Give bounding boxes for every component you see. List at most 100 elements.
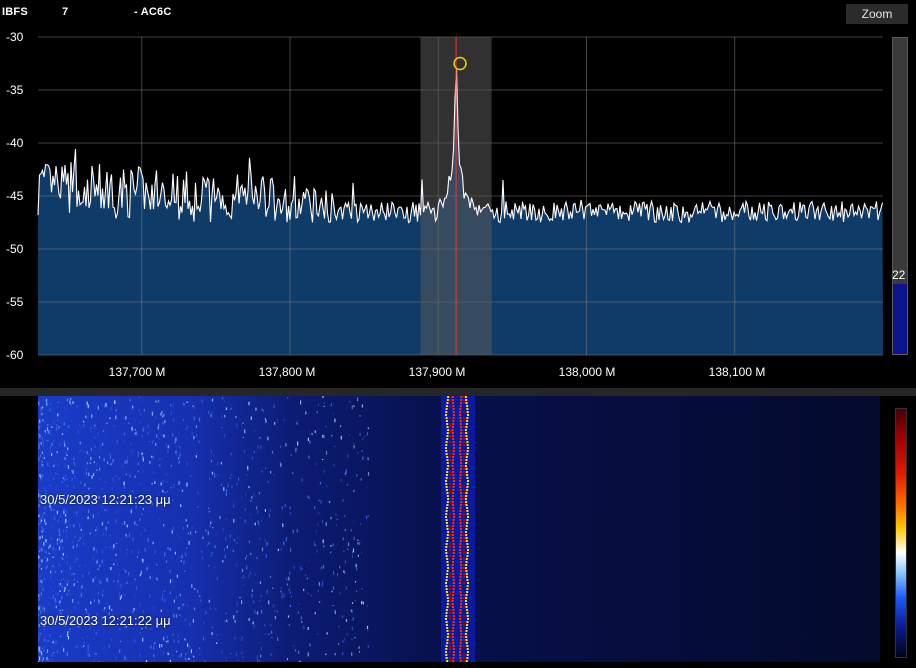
- waterfall-noise: [38, 566, 40, 569]
- waterfall-noise: [233, 504, 235, 508]
- waterfall-noise: [214, 475, 216, 479]
- zoom-button[interactable]: Zoom: [846, 4, 908, 24]
- waterfall-noise: [142, 458, 144, 462]
- signal-trace: [451, 564, 454, 566]
- signal-trace: [466, 486, 469, 488]
- waterfall-noise: [44, 646, 46, 648]
- waterfall-plot[interactable]: [0, 396, 880, 664]
- signal-trace: [463, 435, 465, 437]
- waterfall-noise: [99, 446, 102, 450]
- waterfall-noise: [55, 605, 57, 609]
- signal-trace: [466, 621, 469, 623]
- waterfall-noise: [45, 539, 47, 543]
- signal-trace: [464, 465, 467, 467]
- waterfall-noise: [77, 601, 80, 605]
- waterfall-noise: [105, 546, 107, 549]
- waterfall-noise: [38, 649, 40, 652]
- waterfall-noise: [161, 410, 163, 414]
- signal-trace: [459, 540, 462, 542]
- waterfall-noise: [267, 480, 269, 484]
- signal-trace: [460, 468, 462, 470]
- waterfall-noise: [289, 506, 291, 509]
- waterfall-noise: [98, 456, 101, 459]
- waterfall-noise: [57, 418, 59, 421]
- signal-trace: [466, 483, 469, 485]
- waterfall-noise: [159, 644, 161, 648]
- waterfall-noise: [55, 472, 57, 475]
- signal-trace: [449, 513, 451, 515]
- signal-trace: [460, 429, 463, 431]
- waterfall-noise: [154, 550, 156, 555]
- waterfall-noise: [109, 546, 111, 548]
- signal-trace: [446, 456, 449, 458]
- waterfall-noise: [259, 659, 261, 664]
- level-meter-value: 22: [892, 268, 906, 282]
- waterfall-noise: [89, 457, 91, 459]
- signal-trace: [460, 459, 462, 461]
- waterfall-noise: [156, 434, 158, 438]
- waterfall-noise: [167, 640, 169, 643]
- waterfall-noise: [123, 417, 125, 419]
- x-tick-label: 138,000 M: [558, 365, 616, 379]
- signal-trace: [463, 459, 465, 461]
- waterfall-noise: [52, 556, 54, 558]
- waterfall-noise: [243, 449, 246, 454]
- waterfall-panel[interactable]: 30/5/2023 12:21:23 μμ 30/5/2023 12:21:22…: [0, 396, 916, 668]
- waterfall-noise: [39, 517, 41, 520]
- waterfall-noise: [356, 590, 358, 593]
- signal-trace: [449, 612, 451, 614]
- waterfall-noise: [43, 629, 46, 631]
- waterfall-noise: [149, 576, 151, 579]
- waterfall-noise: [151, 455, 153, 458]
- signal-trace: [459, 612, 462, 614]
- signal-trace: [463, 624, 465, 626]
- waterfall-noise: [125, 570, 127, 573]
- waterfall-noise: [53, 421, 55, 425]
- waterfall-noise: [292, 529, 294, 534]
- signal-trace: [452, 426, 454, 428]
- signal-trace: [453, 516, 455, 518]
- waterfall-noise: [115, 657, 117, 660]
- waterfall-noise: [103, 457, 105, 462]
- waterfall-noise: [268, 633, 270, 636]
- waterfall-noise: [314, 506, 316, 509]
- waterfall-noise: [119, 597, 121, 600]
- spectrum-plot[interactable]: [0, 26, 916, 388]
- waterfall-noise: [76, 558, 78, 561]
- signal-trace: [466, 546, 469, 548]
- signal-trace: [449, 429, 451, 431]
- waterfall-noise: [233, 615, 235, 619]
- signal-trace: [459, 450, 462, 452]
- signal-trace: [451, 495, 454, 497]
- signal-trace: [459, 546, 462, 548]
- waterfall-noise: [79, 523, 81, 528]
- signal-trace: [463, 597, 465, 599]
- waterfall-noise: [283, 418, 285, 421]
- waterfall-noise: [321, 583, 323, 587]
- waterfall-noise: [241, 600, 243, 605]
- waterfall-noise: [233, 501, 235, 504]
- waterfall-noise: [240, 639, 242, 641]
- waterfall-noise: [160, 482, 162, 486]
- waterfall-noise: [95, 529, 97, 532]
- signal-trace: [446, 495, 449, 497]
- waterfall-noise: [111, 614, 114, 618]
- panel-splitter[interactable]: [0, 388, 916, 396]
- signal-trace: [452, 594, 454, 596]
- waterfall-noise: [258, 492, 260, 495]
- waterfall-noise: [164, 419, 166, 424]
- signal-trace: [460, 633, 463, 635]
- waterfall-noise: [59, 443, 61, 447]
- spectrum-panel[interactable]: -30 -35 -40 -45 -50 -55 -60 137,700 M 13…: [0, 26, 916, 388]
- waterfall-noise: [158, 493, 160, 496]
- waterfall-noise: [271, 451, 274, 454]
- waterfall-noise: [131, 406, 134, 410]
- waterfall-noise: [40, 519, 43, 522]
- signal-trace: [463, 537, 465, 539]
- waterfall-noise: [39, 520, 41, 524]
- waterfall-noise: [297, 611, 299, 614]
- waterfall-noise: [234, 619, 236, 623]
- waterfall-noise: [244, 519, 246, 523]
- waterfall-noise: [126, 581, 128, 585]
- waterfall-noise: [142, 559, 144, 563]
